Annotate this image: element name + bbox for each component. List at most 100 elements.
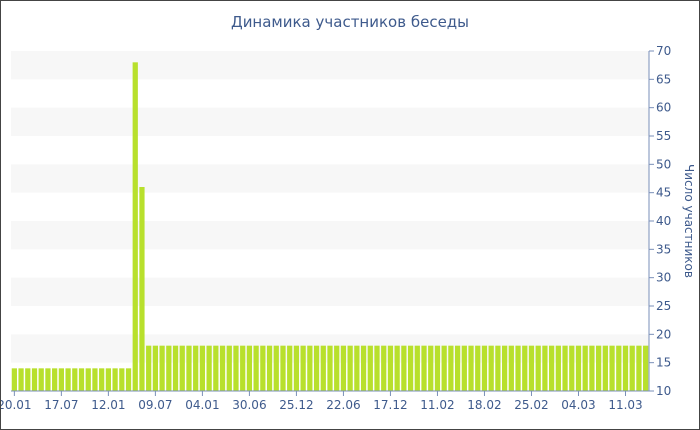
x-tick-label: 04.03 bbox=[561, 398, 595, 412]
grid-band bbox=[11, 164, 649, 193]
grid-band bbox=[11, 277, 649, 306]
bar bbox=[508, 345, 514, 391]
x-tick-label: 11.02 bbox=[420, 398, 454, 412]
bar bbox=[421, 345, 427, 391]
x-tick-label: 18.02 bbox=[467, 398, 501, 412]
bar bbox=[461, 345, 467, 391]
bar bbox=[45, 368, 51, 391]
bar bbox=[119, 368, 125, 391]
bar bbox=[354, 345, 360, 391]
bar bbox=[495, 345, 501, 391]
bar bbox=[233, 345, 239, 391]
y-tick-label: 20 bbox=[656, 327, 671, 341]
bar bbox=[152, 345, 159, 391]
bar bbox=[260, 345, 266, 391]
bar bbox=[488, 345, 494, 391]
bar bbox=[501, 345, 508, 391]
bar bbox=[273, 345, 279, 391]
bar bbox=[280, 345, 286, 391]
bar bbox=[643, 345, 649, 391]
bar bbox=[166, 345, 172, 391]
bar bbox=[582, 345, 588, 391]
x-tick-label: 30.06 bbox=[232, 398, 266, 412]
bar bbox=[562, 345, 568, 391]
grid-band bbox=[11, 107, 649, 136]
chart-title: Динамика участников беседы bbox=[230, 13, 470, 31]
bar bbox=[360, 345, 367, 391]
y-tick-label: 25 bbox=[656, 299, 671, 313]
bar bbox=[340, 345, 347, 391]
y-tick-label: 70 bbox=[656, 44, 671, 58]
grid-bands bbox=[11, 51, 649, 363]
x-tick-label: 22.06 bbox=[326, 398, 360, 412]
bar bbox=[602, 345, 608, 391]
y-tick-label: 60 bbox=[656, 101, 671, 115]
bar bbox=[374, 345, 380, 391]
bar bbox=[38, 368, 44, 391]
bar bbox=[179, 345, 185, 391]
bar bbox=[381, 345, 387, 391]
bar bbox=[609, 345, 615, 391]
x-tick-label: 25.02 bbox=[514, 398, 548, 412]
y-tick-label: 45 bbox=[656, 186, 671, 200]
bar bbox=[253, 345, 259, 391]
bar bbox=[307, 345, 313, 391]
bar bbox=[313, 345, 320, 391]
bar bbox=[31, 368, 38, 391]
bar bbox=[401, 345, 407, 391]
bar bbox=[407, 345, 414, 391]
bar bbox=[515, 345, 521, 391]
y-tick-label: 50 bbox=[656, 157, 671, 171]
bar bbox=[575, 345, 582, 391]
bar bbox=[448, 345, 454, 391]
bar bbox=[246, 345, 253, 391]
bar bbox=[300, 345, 306, 391]
bar bbox=[535, 345, 541, 391]
bar bbox=[616, 345, 622, 391]
bar bbox=[99, 368, 105, 391]
bar bbox=[441, 345, 447, 391]
bar bbox=[72, 368, 78, 391]
bar bbox=[159, 345, 165, 391]
bar bbox=[347, 345, 353, 391]
bar bbox=[327, 345, 333, 391]
x-tick-label: 17.07 bbox=[44, 398, 78, 412]
y-tick-label: 55 bbox=[656, 129, 671, 143]
bar bbox=[199, 345, 206, 391]
bar bbox=[125, 368, 132, 391]
bar bbox=[11, 368, 17, 391]
bar bbox=[367, 345, 373, 391]
bar bbox=[112, 368, 118, 391]
x-tick-label: 17.12 bbox=[373, 398, 407, 412]
y-tick-label: 40 bbox=[656, 214, 671, 228]
bar bbox=[25, 368, 31, 391]
x-axis: 20.01 17.07 12.01 09.07 04.01 30.06 25.12 22.06… bbox=[1, 390, 649, 412]
bar bbox=[78, 368, 85, 391]
bar bbox=[589, 345, 595, 391]
bar bbox=[629, 345, 635, 391]
bar bbox=[18, 368, 24, 391]
y-tick-label: 65 bbox=[656, 72, 671, 86]
bar bbox=[172, 345, 179, 391]
bar bbox=[219, 345, 226, 391]
bar bbox=[226, 345, 232, 391]
bar bbox=[481, 345, 488, 391]
bar bbox=[454, 345, 461, 391]
bar bbox=[320, 345, 326, 391]
bar bbox=[414, 345, 420, 391]
bar bbox=[549, 345, 555, 391]
bar bbox=[636, 345, 642, 391]
x-tick-label: 09.07 bbox=[138, 398, 172, 412]
x-tick-label: 04.01 bbox=[185, 398, 219, 412]
bar bbox=[213, 345, 219, 391]
bar bbox=[266, 345, 273, 391]
bar bbox=[475, 345, 481, 391]
bars bbox=[11, 62, 649, 391]
y-tick-label: 30 bbox=[656, 271, 671, 285]
bar bbox=[58, 368, 64, 391]
bar bbox=[293, 345, 300, 391]
bar bbox=[92, 368, 98, 391]
bar bbox=[522, 345, 528, 391]
bar bbox=[139, 187, 145, 391]
